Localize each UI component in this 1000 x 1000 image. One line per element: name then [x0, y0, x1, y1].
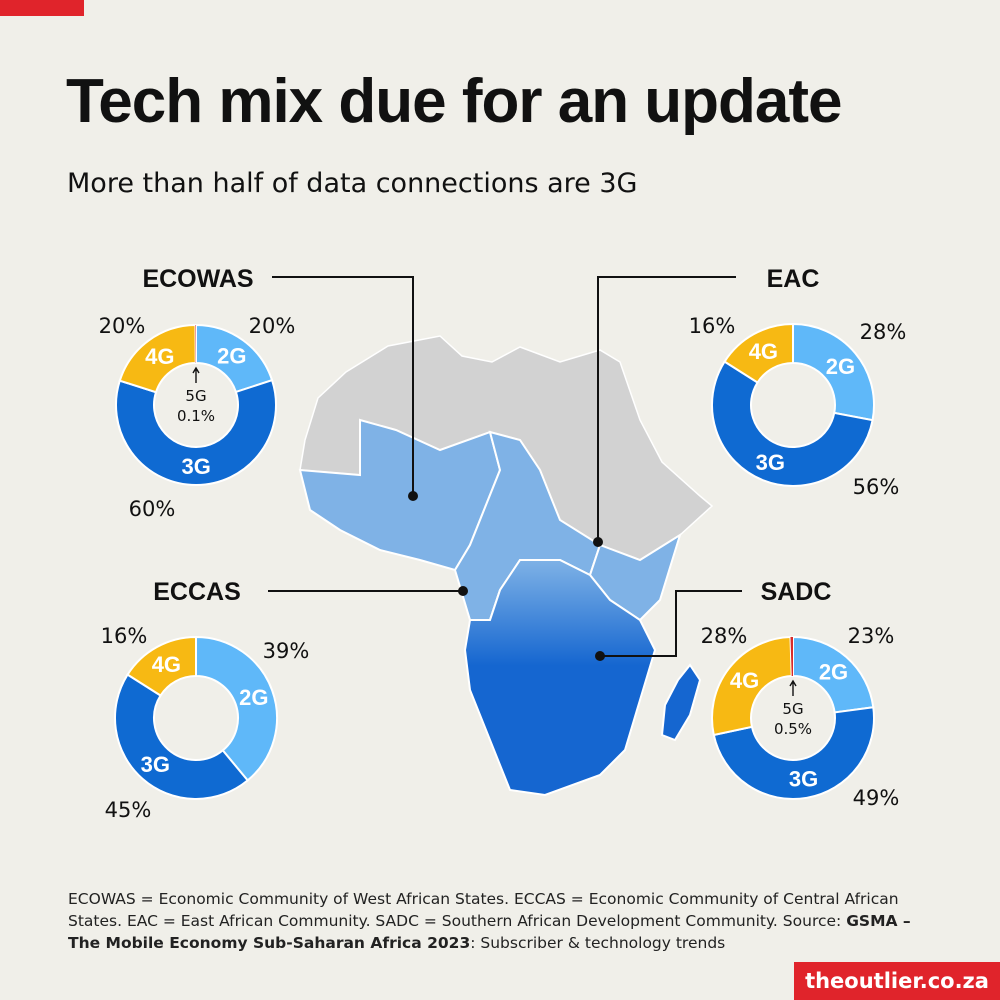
africa-map — [298, 335, 714, 797]
pct-label-ecowas-4g: 20% — [99, 314, 146, 338]
callout-eac — [597, 276, 736, 541]
donut-slice-label-eccas-3g: 3G — [141, 752, 170, 777]
southern-africa-region — [463, 559, 657, 797]
donut-slice-label-eac-2g: 2G — [826, 354, 855, 379]
donut-slice-label-sadc-4g: 4G — [730, 668, 759, 693]
callout-dot-ecowas — [408, 491, 418, 501]
donut-slice-ecowas-4g — [118, 323, 197, 394]
pct-label-eccas-3g: 45% — [105, 798, 152, 822]
brand-badge: theoutlier.co.za — [794, 962, 1000, 1000]
page-title: Tech mix due for an update — [66, 67, 843, 136]
footnote-source-name: GSMA – The Mobile Economy Sub-Saharan Af… — [68, 912, 911, 952]
madagascar — [660, 663, 702, 742]
footnote-source-suffix: : Subscriber & technology trends — [470, 934, 726, 952]
five-g-arrow-ecowas — [192, 366, 200, 383]
pct-label-sadc-3g: 49% — [853, 786, 900, 810]
donut-slice-label-eac-4g: 4G — [749, 339, 778, 364]
donut-slice-eac-2g — [792, 322, 875, 422]
five-g-value-ecowas: 0.1% — [177, 407, 215, 425]
callouts — [268, 276, 742, 661]
pct-label-ecowas-3g: 60% — [129, 497, 176, 521]
donut-ecowas: 2G 3G 4G 5G 0.1% — [115, 323, 277, 486]
donut-eac: 2G 3G 4G — [711, 322, 875, 487]
pct-label-eac-4g: 16% — [689, 314, 736, 338]
pct-label-eac-2g: 28% — [860, 320, 907, 344]
callout-dot-eccas — [458, 586, 468, 596]
five-g-name-sadc: 5G — [782, 700, 803, 718]
footnote-source-prefix: Source: — [782, 912, 847, 930]
donut-slice-eccas-3g — [114, 673, 250, 800]
five-g-arrow-sadc — [789, 679, 797, 696]
pct-label-ecowas-2g: 20% — [249, 314, 296, 338]
donut-slice-sadc-5g — [790, 637, 793, 677]
donut-slice-label-ecowas-2g: 2G — [217, 344, 246, 369]
donut-slice-eccas-2g — [195, 635, 278, 782]
donut-slice-label-ecowas-3g: 3G — [182, 454, 211, 479]
donut-slice-label-ecowas-4g: 4G — [145, 344, 174, 369]
donut-slice-label-sadc-2g: 2G — [819, 660, 848, 685]
pct-label-eccas-2g: 39% — [263, 639, 310, 663]
donut-sadc: 2G 3G 4G 5G 0.5% — [711, 635, 875, 800]
donut-slice-eac-3g — [711, 360, 874, 487]
callout-dot-eac — [593, 537, 603, 547]
callout-ecowas — [272, 276, 414, 495]
footnote: ECOWAS = Economic Community of West Afri… — [68, 888, 948, 954]
region-title-ecowas: ECOWAS — [142, 265, 253, 293]
five-g-value-sadc: 0.5% — [774, 720, 812, 738]
donut-slice-label-eac-3g: 3G — [756, 450, 785, 475]
footnote-definitions: ECOWAS = Economic Community of West Afri… — [68, 890, 899, 930]
pct-label-sadc-4g: 28% — [701, 624, 748, 648]
pct-label-eac-3g: 56% — [853, 475, 900, 499]
region-title-sadc: SADC — [761, 578, 832, 606]
region-title-eac: EAC — [767, 265, 820, 293]
donut-slice-eccas-4g — [126, 635, 197, 697]
callout-dot-sadc — [595, 651, 605, 661]
donut-slice-label-eccas-4g: 4G — [152, 652, 181, 677]
donut-slice-ecowas-3g — [115, 378, 277, 486]
donut-slice-label-eccas-2g: 2G — [239, 685, 268, 710]
donut-slice-ecowas-5g — [195, 325, 196, 364]
five-g-name-ecowas: 5G — [185, 387, 206, 405]
donut-eccas: 2G 3G 4G — [114, 635, 278, 800]
callout-sadc — [600, 590, 742, 657]
region-title-eccas: ECCAS — [153, 578, 241, 606]
page-subtitle: More than half of data connections are 3… — [67, 168, 638, 199]
donut-slice-eac-4g — [723, 322, 794, 384]
pct-label-eccas-4g: 16% — [101, 624, 148, 648]
donut-slice-sadc-3g — [712, 706, 875, 800]
donut-slice-label-sadc-3g: 3G — [789, 767, 818, 792]
donut-slice-sadc-4g — [711, 636, 793, 737]
pct-label-sadc-2g: 23% — [848, 624, 895, 648]
accent-bar — [0, 0, 84, 16]
